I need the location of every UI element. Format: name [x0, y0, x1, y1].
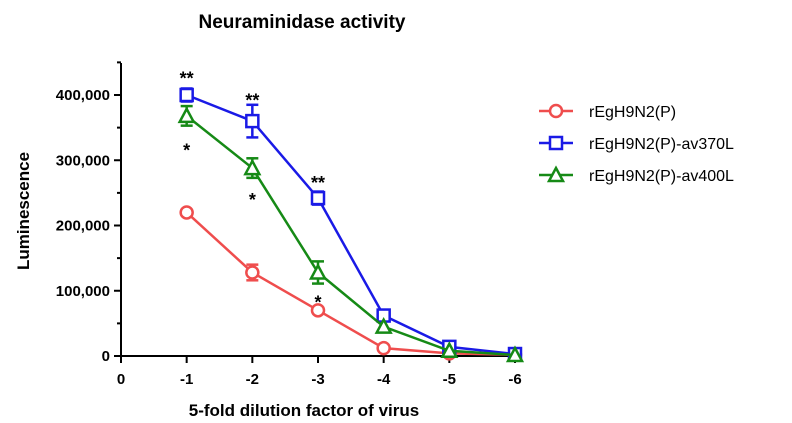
legend-marker — [546, 165, 566, 183]
legend-marker — [548, 103, 564, 119]
significance-marker: ** — [180, 69, 194, 89]
y-tick-label: 0 — [102, 348, 110, 365]
x-tick-label: -1 — [180, 371, 193, 388]
series-rEgH9N2(P)-av400L — [177, 104, 525, 363]
series-layer — [177, 87, 525, 363]
legend-label: rEgH9N2(P)-av400L — [589, 168, 734, 185]
legend-label: rEgH9N2(P)-av370L — [589, 136, 734, 153]
x-tick-label: -6 — [508, 371, 521, 388]
series-rEgH9N2(P)-av370L — [179, 87, 523, 362]
significance-marker: ** — [311, 173, 325, 193]
x-tick-label: -3 — [311, 371, 324, 388]
legend-item: rEgH9N2(P)-av400L — [539, 165, 734, 185]
x-tick-label: -5 — [443, 371, 456, 388]
data-point — [245, 113, 260, 129]
data-point — [310, 303, 326, 318]
significance-marker: ** — [245, 90, 259, 110]
legend: rEgH9N2(P) rEgH9N2(P)-av370L rEgH9N2(P)-av… — [539, 103, 734, 185]
data-point — [243, 158, 262, 176]
data-point — [245, 265, 260, 280]
x-tick-label: -4 — [377, 371, 391, 388]
y-tick-label: 300,000 — [56, 152, 110, 169]
data-point — [376, 340, 391, 356]
x-axis-label: 5-fold dilution factor of virus — [189, 401, 419, 420]
y-axis: 0 100,000 200,000 300,000 400,000 — [56, 61, 122, 365]
y-axis-label: Luminescence — [14, 152, 33, 270]
legend-item: rEgH9N2(P) — [539, 103, 676, 121]
series-line — [186, 93, 516, 356]
legend-item: rEgH9N2(P)-av370L — [539, 135, 734, 153]
data-point — [179, 87, 194, 103]
data-point — [177, 106, 196, 124]
series-line — [185, 114, 516, 357]
y-tick-label: 200,000 — [56, 218, 110, 235]
legend-marker — [548, 135, 564, 151]
x-tick-label: -2 — [246, 371, 259, 388]
significance-marker: * — [249, 190, 256, 210]
significance-marker: * — [314, 293, 321, 313]
series-rEgH9N2(P) — [179, 205, 523, 362]
y-tick-label: 100,000 — [56, 283, 110, 300]
data-point — [308, 262, 328, 280]
data-point — [374, 317, 393, 334]
data-point — [440, 341, 459, 359]
significance-marker: * — [183, 141, 190, 161]
data-point — [310, 190, 326, 206]
y-tick-label: 400,000 — [56, 87, 110, 104]
chart-title: Neuraminidase activity — [199, 12, 406, 33]
data-point — [179, 205, 194, 220]
x-tick-label: 0 — [117, 371, 125, 388]
x-axis: 0 -1 -2 -3 -4 -5 -6 — [117, 355, 522, 388]
series-line — [185, 211, 516, 356]
data-point — [505, 345, 525, 363]
significance-annotations: ********* — [180, 69, 325, 313]
legend-label: rEgH9N2(P) — [589, 104, 676, 121]
